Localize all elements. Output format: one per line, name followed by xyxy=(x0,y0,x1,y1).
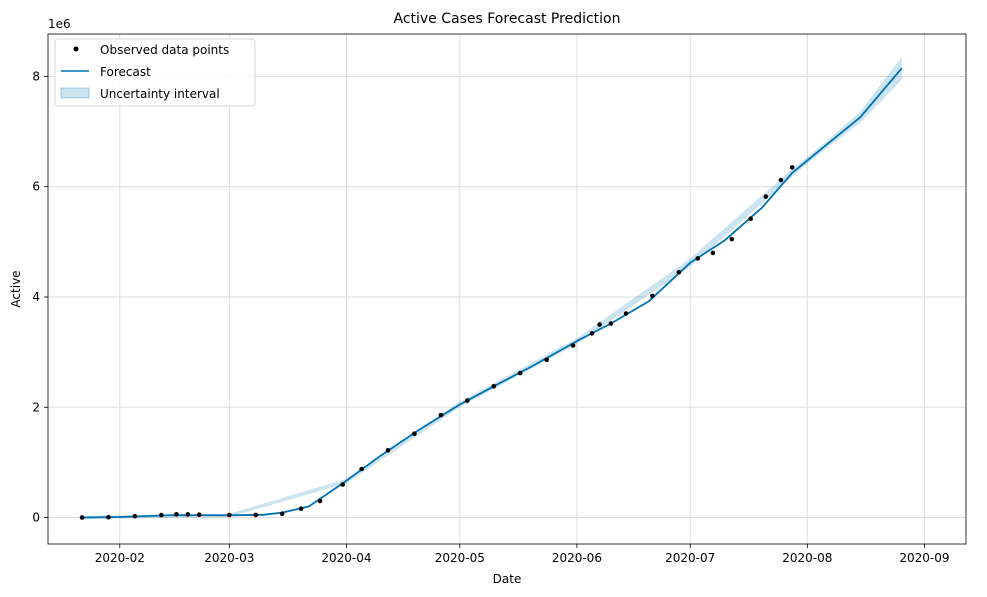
y-axis-ticks: 0 2 4 6 8 xyxy=(32,69,48,525)
observed-point xyxy=(253,512,259,518)
observed-point xyxy=(359,466,364,472)
legend-forecast-label: Forecast xyxy=(100,65,151,79)
y-tick-label: 8 xyxy=(32,69,40,83)
observed-point xyxy=(132,513,138,519)
grid-lines xyxy=(48,34,966,544)
y-tick-label: 4 xyxy=(32,290,40,304)
observed-point xyxy=(227,512,232,518)
y-tick-label: 2 xyxy=(32,400,40,414)
observed-point xyxy=(623,311,629,316)
observed-point xyxy=(589,331,595,336)
x-tick-label: 2020-06 xyxy=(552,551,602,565)
observed-point xyxy=(763,194,769,199)
observed-point xyxy=(465,398,470,403)
observed-point xyxy=(185,512,191,517)
y-tick-label: 6 xyxy=(32,180,40,194)
legend-box xyxy=(54,38,256,107)
plot-frame xyxy=(47,33,967,545)
observed-point xyxy=(412,431,417,437)
observed-point xyxy=(174,512,179,517)
legend-uncertainty-swatch xyxy=(60,87,90,99)
observed-point xyxy=(279,511,285,516)
x-tick-label: 2020-04 xyxy=(321,551,371,565)
observed-point xyxy=(597,322,602,327)
observed-point xyxy=(748,216,753,221)
observed-point xyxy=(729,236,735,242)
observed-point xyxy=(317,498,323,504)
observed-point xyxy=(789,165,795,170)
x-tick-label: 2020-07 xyxy=(665,551,715,565)
observed-point xyxy=(695,256,701,261)
observed-point xyxy=(106,514,111,520)
legend: Observed data points Forecast Uncertaint… xyxy=(54,38,256,107)
observed-point xyxy=(385,448,391,453)
x-axis-label: Date xyxy=(493,572,522,586)
x-tick-label: 2020-02 xyxy=(95,551,145,565)
observed-point xyxy=(710,250,716,256)
observed-point xyxy=(340,482,346,487)
x-axis-ticks: 2020-02 2020-03 2020-04 2020-05 2020-06 2020-… xyxy=(95,544,950,565)
x-tick-label: 2020-05 xyxy=(435,551,485,565)
y-tick-label: 0 xyxy=(32,511,40,525)
y-axis-label: Active xyxy=(9,270,23,307)
observed-point xyxy=(298,506,304,512)
observed-point xyxy=(570,343,576,348)
legend-observed-label: Observed data points xyxy=(100,43,229,57)
observed-point xyxy=(159,512,164,518)
observed-point xyxy=(676,269,682,275)
legend-uncertainty-label: Uncertainty interval xyxy=(100,87,220,101)
observed-point xyxy=(608,321,614,326)
chart-title: Active Cases Forecast Prediction xyxy=(393,11,620,27)
observed-point xyxy=(79,515,85,520)
observed-point xyxy=(438,412,444,418)
observed-point xyxy=(544,357,549,363)
y-offset-label: 1e6 xyxy=(48,17,71,31)
observed-point xyxy=(491,384,497,389)
observed-point xyxy=(650,293,655,299)
observed-points-layer xyxy=(79,165,795,520)
x-tick-label: 2020-03 xyxy=(204,551,254,565)
legend-observed-marker xyxy=(73,46,79,52)
x-tick-label: 2020-09 xyxy=(899,551,949,565)
observed-point xyxy=(196,512,202,517)
observed-point xyxy=(778,177,784,183)
x-tick-label: 2020-08 xyxy=(782,551,832,565)
observed-point xyxy=(517,370,523,376)
